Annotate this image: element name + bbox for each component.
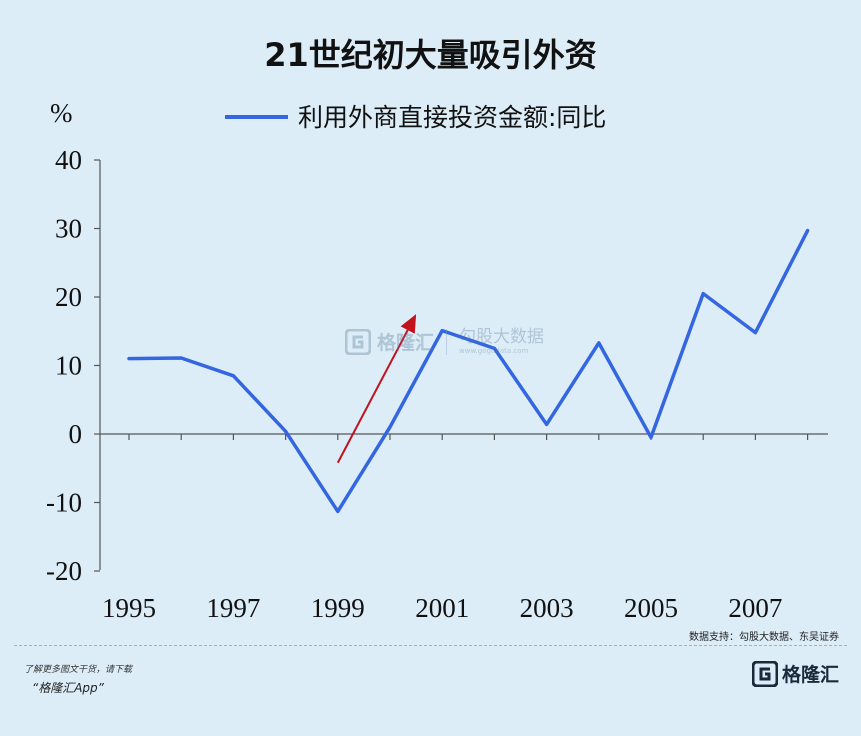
watermark-right: 勾股大数据 [459, 326, 545, 347]
x-tick-label: 2001 [415, 593, 469, 623]
divider [14, 645, 847, 646]
watermark-left: 格隆汇 [377, 332, 435, 354]
x-tick-label: 2003 [520, 593, 574, 623]
source-text: 数据支持：勾股大数据、东吴证券 [689, 632, 839, 643]
y-tick-label: 40 [55, 145, 82, 175]
footer-note: 了解更多图文干货，请下载 [24, 665, 133, 675]
y-tick-label: -20 [46, 556, 82, 586]
x-tick-label: 1995 [102, 593, 156, 623]
x-tick-label: 2005 [624, 593, 678, 623]
trend-arrow-head [400, 314, 417, 334]
x-tick-label: 1997 [206, 593, 260, 623]
g-logo-icon [751, 660, 778, 687]
legend-label: 利用外商直接投资金额:同比 [298, 103, 606, 132]
footer-app: “格隆汇App” [32, 681, 104, 695]
y-tick-label: 20 [55, 282, 82, 312]
series-line [127, 228, 810, 514]
y-tick-label: -10 [46, 488, 82, 518]
y-axis-label: % [50, 98, 73, 128]
y-tick-label: 0 [69, 419, 83, 449]
chart-title: 21世纪初大量吸引外资 [264, 36, 597, 74]
brand-name: 格隆汇 [781, 664, 839, 686]
y-tick-label: 30 [55, 214, 82, 244]
line-chart: 40 30 20 10 0 -10 -20% 1995 1997 1999 2001 2003 2005… [46, 98, 828, 623]
trend-arrow-shaft [336, 329, 409, 464]
watermark: 格隆汇 勾股大数据 www.gogudata.com [345, 328, 544, 355]
watermark-url: www.gogudata.com [459, 346, 529, 355]
x-tick-label: 1999 [311, 593, 365, 623]
brand-logo[interactable]: 格隆汇 [751, 660, 839, 687]
g-logo-icon [345, 328, 371, 355]
watermark-separator [446, 328, 448, 355]
x-tick-label: 2007 [728, 593, 782, 623]
y-tick-label: 10 [55, 351, 82, 381]
